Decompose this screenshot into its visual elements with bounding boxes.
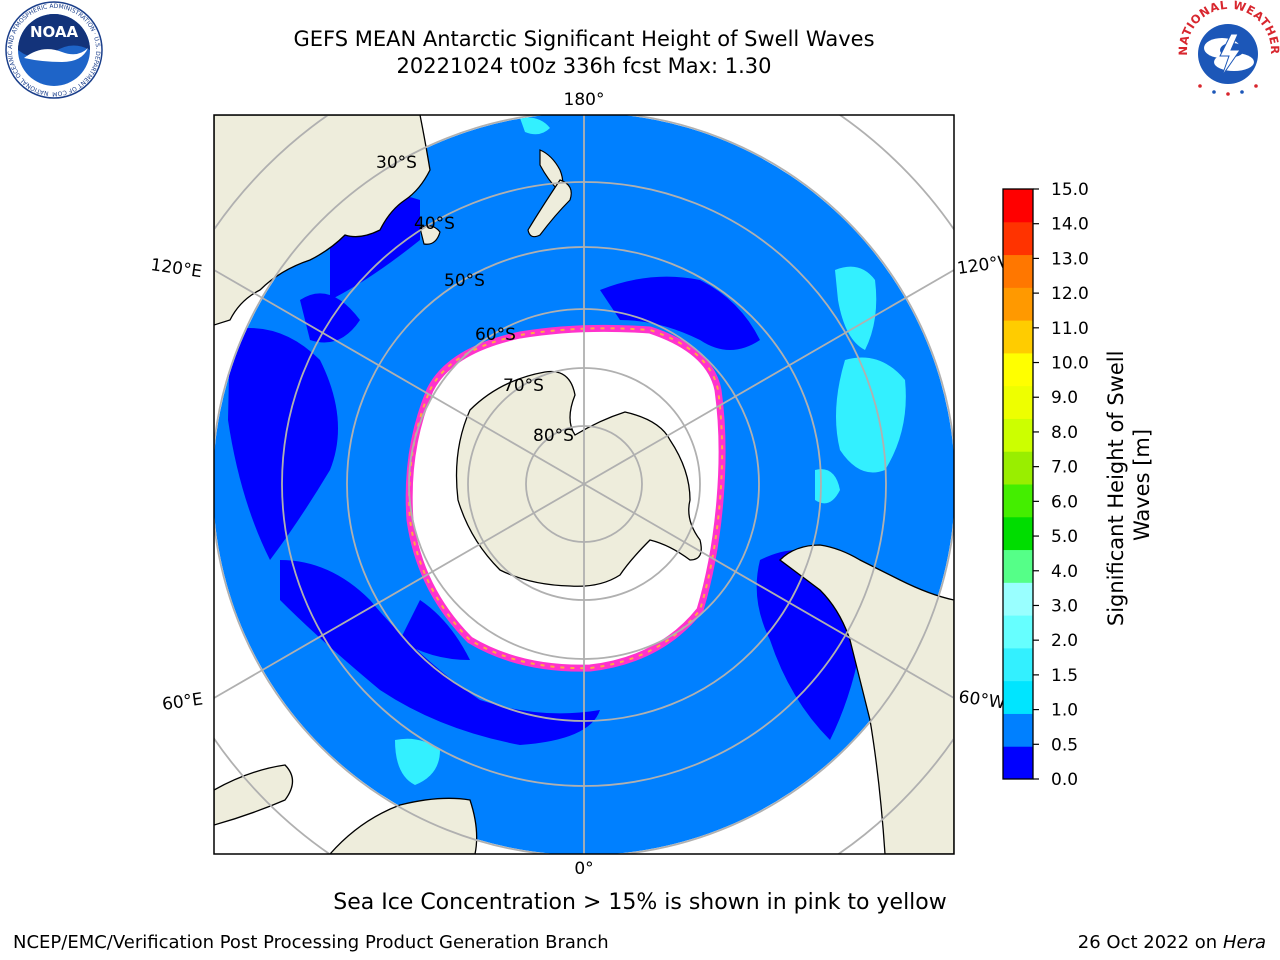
footer-date-text: 26 Oct 2022 on xyxy=(1077,932,1223,953)
footer-machine: Hera xyxy=(1222,932,1266,953)
footer-credit: NCEP/EMC/Verification Post Processing Pr… xyxy=(13,932,609,953)
colorbar-frame xyxy=(1002,188,1034,780)
lat-label-60s: 60°S xyxy=(475,325,516,345)
map-frame xyxy=(213,114,955,855)
colorbar-tick-label: 1.0 xyxy=(1051,701,1078,721)
lat-label-70s: 70°S xyxy=(503,376,544,396)
colorbar-segment xyxy=(1003,484,1033,518)
colorbar-segment xyxy=(1003,680,1033,714)
map-area xyxy=(214,115,954,854)
colorbar-segment xyxy=(1003,746,1033,780)
colorbar-tick-label: 0.0 xyxy=(1051,770,1078,790)
noaa-logo: NATIONAL OCEANIC AND ATMOSPHERIC ADMINIS… xyxy=(2,0,103,99)
colorbar-segment xyxy=(1003,320,1033,354)
colorbar-segment xyxy=(1003,418,1033,452)
colorbar-segment xyxy=(1003,615,1033,649)
south-america-landmass xyxy=(779,544,954,854)
colorbar-tick-label: 3.0 xyxy=(1051,596,1078,616)
colorbar-segment xyxy=(1003,582,1033,616)
lat-label-40s: 40°S xyxy=(414,214,455,234)
colorbar-segment xyxy=(1003,549,1033,583)
lon-label-60e: 60°E xyxy=(161,689,204,714)
lat-label-50s: 50°S xyxy=(444,271,485,291)
sea-ice-note: Sea Ice Concentration > 15% is shown in … xyxy=(333,890,947,915)
colorbar-tick-label: 7.0 xyxy=(1051,458,1078,478)
lon-label-0: 0° xyxy=(574,859,593,879)
africa-landmass xyxy=(329,797,478,854)
lat-label-30s: 30°S xyxy=(376,153,417,173)
colorbar-tick-label: 13.0 xyxy=(1051,249,1089,269)
colorbar-segment xyxy=(1003,221,1033,256)
colorbar-segment xyxy=(1003,352,1033,387)
colorbar-tick-label: 14.0 xyxy=(1051,215,1089,235)
nws-logo: NATIONAL WEATHER SERVICE xyxy=(1176,0,1280,99)
colorbar-tick-label: 2.0 xyxy=(1051,631,1078,651)
colorbar-segment xyxy=(1003,516,1033,551)
colorbar-segment xyxy=(1003,385,1033,419)
new-zealand-south-island xyxy=(527,179,572,238)
colorbar-title: Significant Height of Swell Waves [m] xyxy=(1104,344,1154,626)
chart-subtitle: 20221024 t00z 336h fcst Max: 1.30 xyxy=(396,54,772,78)
colorbar-tick-label: 6.0 xyxy=(1051,492,1078,512)
colorbar-segment xyxy=(1003,713,1033,747)
colorbar-segment xyxy=(1003,287,1033,321)
moderate-swell-patches xyxy=(395,117,906,785)
colorbar-segment xyxy=(1003,451,1033,485)
antarctica-landmass xyxy=(455,370,702,587)
colorbar-title-line2: Waves [m] xyxy=(1130,429,1154,541)
chart-title: GEFS MEAN Antarctic Significant Height o… xyxy=(293,27,875,51)
colorbar-tick-label: 10.0 xyxy=(1051,354,1089,374)
colorbar-segment xyxy=(1003,189,1033,223)
colorbar-tick-label: 15.0 xyxy=(1051,180,1089,200)
colorbar-segment xyxy=(1003,254,1033,288)
lon-label-180: 180° xyxy=(564,90,605,110)
colorbar-tick-label: 12.0 xyxy=(1051,284,1089,304)
lon-label-60w: 60°W xyxy=(957,687,1006,713)
longitude-gridlines xyxy=(214,115,954,854)
colorbar-tick-label: 4.0 xyxy=(1051,562,1078,582)
footer-date: 26 Oct 2022 on Hera xyxy=(1078,932,1266,953)
madagascar-landmass xyxy=(214,764,294,826)
lat-label-80s: 80°S xyxy=(533,426,574,446)
colorbar-segment xyxy=(1003,647,1033,682)
colorbar-tick-label: 8.0 xyxy=(1051,423,1078,443)
latitude-labels: 30°S 40°S 50°S 60°S 70°S 80°S xyxy=(376,153,574,446)
noaa-logo-text: NOAA xyxy=(30,23,79,41)
colorbar-tick-label: 1.5 xyxy=(1051,666,1078,686)
colorbar-tick-label: 11.0 xyxy=(1051,319,1089,339)
colorbar-tick-label: 5.0 xyxy=(1051,527,1078,547)
colorbar: 0.0 0.5 1.0 1.5 2.0 3.0 4.0 5.0 6.0 7.0 8.0 9.0 10.0… xyxy=(1002,180,1089,790)
colorbar-tick-label: 0.5 xyxy=(1051,735,1078,755)
colorbar-title-line1: Significant Height of Swell xyxy=(1104,351,1128,627)
colorbar-tick-label: 9.0 xyxy=(1051,388,1078,408)
lon-label-120e: 120°E xyxy=(149,255,203,282)
